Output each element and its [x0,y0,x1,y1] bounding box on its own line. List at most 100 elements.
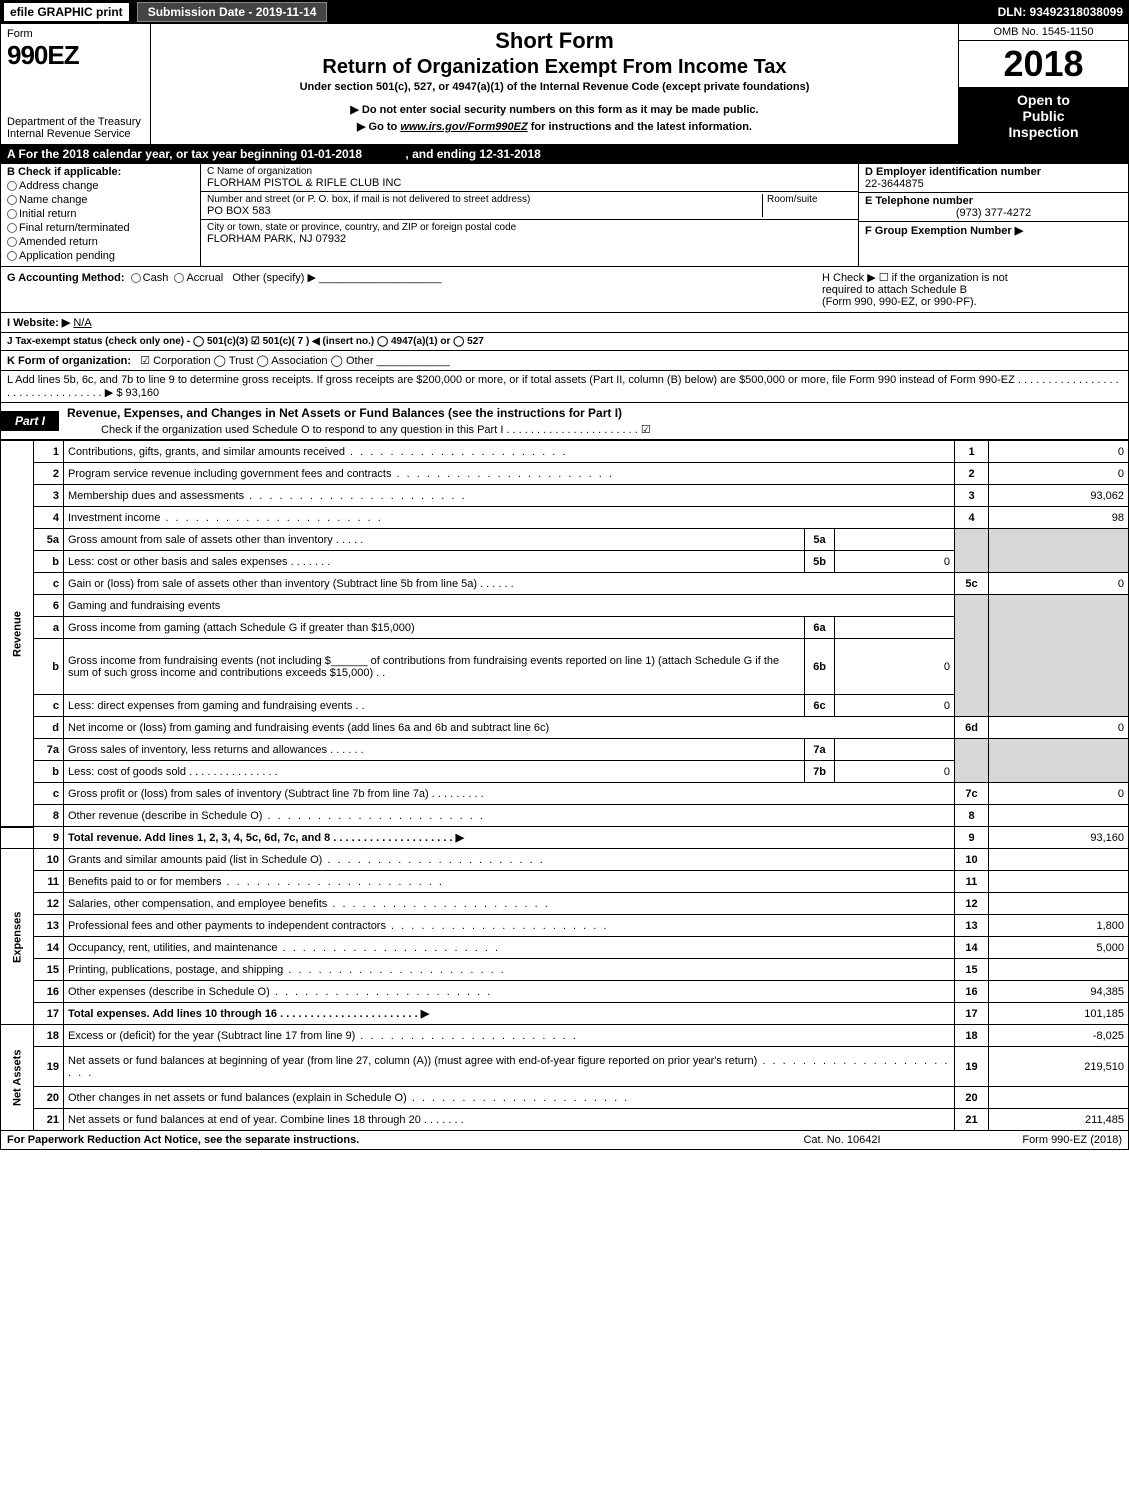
l13-amt: 1,800 [989,915,1129,937]
l1-n: 1 [34,441,64,463]
line-1: Revenue 1 Contributions, gifts, grants, … [1,441,1129,463]
line-18: Net Assets 18 Excess or (deficit) for th… [1,1025,1129,1047]
line-20: 20 Other changes in net assets or fund b… [1,1087,1129,1109]
row-l: L Add lines 5b, 6c, and 7b to line 9 to … [0,371,1129,403]
warning-ssn: ▶ Do not enter social security numbers o… [159,103,950,116]
omb-number: OMB No. 1545-1150 [959,24,1128,41]
l3-amt: 93,062 [989,485,1129,507]
line-5c: c Gain or (loss) from sale of assets oth… [1,573,1129,595]
l6a-miniamt [835,617,955,639]
l14-box: 14 [955,937,989,959]
side-expenses: Expenses [1,849,34,1025]
submission-date-button[interactable]: Submission Date - 2019-11-14 [137,2,328,22]
chk-initial-return[interactable]: Initial return [7,208,194,220]
l16-n: 16 [34,981,64,1003]
l18-amt: -8,025 [989,1025,1129,1047]
radio-accrual[interactable] [174,273,184,283]
l4-box: 4 [955,507,989,529]
l8-d: Other revenue (describe in Schedule O) [68,810,262,822]
l16-d: Other expenses (describe in Schedule O) [68,986,270,998]
form-right-box: OMB No. 1545-1150 2018 Open to Public In… [958,24,1128,144]
l7ab-shade [955,739,989,783]
l9-n: 9 [34,827,64,849]
l6d-box: 6d [955,717,989,739]
l6a-d: Gross income from gaming (attach Schedul… [64,617,805,639]
irs-link[interactable]: www.irs.gov/Form990EZ [400,121,527,133]
title-section: Under section 501(c), 527, or 4947(a)(1)… [159,81,950,93]
l6d-amt: 0 [989,717,1129,739]
lines-table: Revenue 1 Contributions, gifts, grants, … [0,440,1129,1131]
l6-n: 6 [34,595,64,617]
l1-box: 1 [955,441,989,463]
l16-box: 16 [955,981,989,1003]
phone-row: E Telephone number (973) 377-4272 [859,193,1128,222]
l18-box: 18 [955,1025,989,1047]
line-15: 15 Printing, publications, postage, and … [1,959,1129,981]
form-title-box: Short Form Return of Organization Exempt… [151,24,958,144]
goto-post: for instructions and the latest informat… [528,121,752,133]
l6-shade-amt [989,595,1129,717]
row-k: K Form of organization: ☑ Corporation ◯ … [0,351,1129,371]
l9-box: 9 [955,827,989,849]
l5c-n: c [34,573,64,595]
l21-amt: 211,485 [989,1109,1129,1131]
l7c-d: Gross profit or (loss) from sales of inv… [68,788,429,800]
l12-d: Salaries, other compensation, and employ… [68,898,327,910]
l20-d: Other changes in net assets or fund bala… [68,1092,407,1104]
l18-d: Excess or (deficit) for the year (Subtra… [68,1030,355,1042]
addr-val: PO BOX 583 [207,205,762,217]
l7c-box: 7c [955,783,989,805]
l3-d: Membership dues and assessments [68,490,244,502]
chk-address-change[interactable]: Address change [7,180,194,192]
efile-print-button[interactable]: efile GRAPHIC print [4,3,129,21]
l2-amt: 0 [989,463,1129,485]
l5b-mini: 5b [805,551,835,573]
l5a-d: Gross amount from sale of assets other t… [68,534,333,546]
l8-amt [989,805,1129,827]
line-13: 13 Professional fees and other payments … [1,915,1129,937]
l20-n: 20 [34,1087,64,1109]
l17-n: 17 [34,1003,64,1025]
line-6d: d Net income or (loss) from gaming and f… [1,717,1129,739]
dln-label: DLN: 93492318038099 [998,5,1129,19]
line-19: 19 Net assets or fund balances at beginn… [1,1047,1129,1087]
l15-d: Printing, publications, postage, and shi… [68,964,283,976]
open-l2: Public [1022,108,1064,124]
chk-final-return[interactable]: Final return/terminated [7,222,194,234]
l12-amt [989,893,1129,915]
accounting-method: G Accounting Method: Cash Accrual Other … [7,271,822,308]
addr-row: Number and street (or P. O. box, if mail… [201,192,858,220]
line-10: Expenses 10 Grants and similar amounts p… [1,849,1129,871]
h-line1: H Check ▶ ☐ if the organization is not [822,271,1122,284]
l6-shade [955,595,989,717]
group-exemption-row: F Group Exemption Number ▶ [859,222,1128,239]
period-mid: , and ending [405,147,479,161]
g-accrual: Accrual [186,272,223,284]
website-val: N/A [73,317,91,329]
page-footer: For Paperwork Reduction Act Notice, see … [0,1131,1129,1150]
form-of-org-opts: ☑ Corporation ◯ Trust ◯ Association ◯ Ot… [140,355,373,367]
chk-application-pending[interactable]: Application pending [7,250,194,262]
radio-cash[interactable] [131,273,141,283]
l8-box: 8 [955,805,989,827]
l12-n: 12 [34,893,64,915]
l7b-mini: 7b [805,761,835,783]
form-number-box: Form 990EZ Department of the Treasury In… [1,24,151,144]
form-number: 990EZ [7,40,144,71]
l15-n: 15 [34,959,64,981]
line-5a: 5a Gross amount from sale of assets othe… [1,529,1129,551]
box-c: C Name of organization FLORHAM PISTOL & … [201,164,858,266]
period-pre: A For the 2018 calendar year, or tax yea… [7,147,301,161]
open-l1: Open to [1017,92,1070,108]
l7b-d: Less: cost of goods sold [68,766,186,778]
tax-period-bar: A For the 2018 calendar year, or tax yea… [0,145,1129,164]
l10-amt [989,849,1129,871]
l6a-mini: 6a [805,617,835,639]
row-g-h: G Accounting Method: Cash Accrual Other … [0,267,1129,313]
chk-amended-return[interactable]: Amended return [7,236,194,248]
chk-name-change[interactable]: Name change [7,194,194,206]
l1-d: Contributions, gifts, grants, and simila… [68,446,345,458]
org-name-row: C Name of organization FLORHAM PISTOL & … [201,164,858,192]
l8-n: 8 [34,805,64,827]
l21-box: 21 [955,1109,989,1131]
